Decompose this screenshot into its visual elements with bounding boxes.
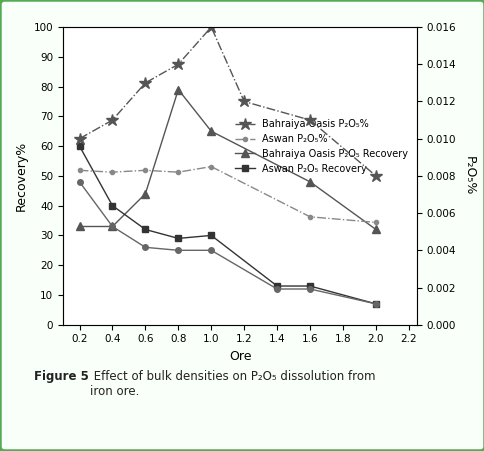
Bahraiya Oasis P₂O₅% [372, 173, 378, 179]
Bahraiya Oasis P₂O₅% [76, 136, 82, 142]
Legend: Bahraiya Oasis P₂O₅%, Aswan P₂O₅%, Bahraiya Oasis P₂O₅ Recovery, Aswan P₂O₅ Reco: Bahraiya Oasis P₂O₅%, Aswan P₂O₅%, Bahra… [231, 115, 411, 178]
Aswan P₂O₅% [142, 168, 148, 173]
Aswan P₂O₅ Recovery [306, 283, 312, 289]
Aswan P₂O₅% [76, 168, 82, 173]
Aswan P₂O₅% [306, 214, 312, 220]
Bahraiya Oasis P₂O₅ Recovery [208, 129, 214, 134]
X-axis label: Ore: Ore [228, 350, 251, 363]
Aswan P₂O₅ Recovery [273, 283, 279, 289]
Line: Aswan P₂O₅ Recovery: Aswan P₂O₅ Recovery [76, 143, 378, 307]
Aswan P₂O₅ Recovery [76, 143, 82, 149]
Line: Bahraiya Oasis P₂O₅ Recovery: Bahraiya Oasis P₂O₅ Recovery [75, 85, 379, 234]
Aswan P₂O₅ Recovery [372, 301, 378, 307]
Text: Figure 5: Figure 5 [34, 370, 89, 383]
Bahraiya Oasis P₂O₅% [241, 99, 246, 104]
Bahraiya Oasis P₂O₅% [175, 62, 181, 67]
Aswan P₂O₅% [175, 170, 181, 175]
Text: Effect of bulk densities on P₂O₅ dissolution from
iron ore.: Effect of bulk densities on P₂O₅ dissolu… [90, 370, 375, 398]
Aswan P₂O₅ Recovery [175, 236, 181, 241]
Aswan P₂O₅% [372, 220, 378, 225]
Bahraiya Oasis P₂O₅ Recovery [306, 179, 312, 184]
Line: Bahraiya Oasis P₂O₅%: Bahraiya Oasis P₂O₅% [73, 21, 381, 182]
Y-axis label: Recovery%: Recovery% [15, 141, 28, 211]
Aswan P₂O₅ Recovery [208, 233, 214, 238]
Bahraiya Oasis P₂O₅% [306, 117, 312, 123]
Bahraiya Oasis P₂O₅ Recovery [372, 227, 378, 232]
Y-axis label: P₂O₅%: P₂O₅% [462, 156, 475, 196]
Bahraiya Oasis P₂O₅ Recovery [142, 191, 148, 197]
Aswan P₂O₅% [109, 170, 115, 175]
Bahraiya Oasis P₂O₅ Recovery [175, 87, 181, 92]
Aswan P₂O₅% [208, 164, 214, 169]
Aswan P₂O₅ Recovery [109, 203, 115, 208]
Bahraiya Oasis P₂O₅ Recovery [109, 224, 115, 229]
Aswan P₂O₅ Recovery [142, 227, 148, 232]
Bahraiya Oasis P₂O₅% [109, 117, 115, 123]
Bahraiya Oasis P₂O₅% [142, 80, 148, 86]
Bahraiya Oasis P₂O₅ Recovery [76, 224, 82, 229]
Line: Aswan P₂O₅%: Aswan P₂O₅% [75, 162, 379, 226]
Bahraiya Oasis P₂O₅% [208, 24, 214, 30]
